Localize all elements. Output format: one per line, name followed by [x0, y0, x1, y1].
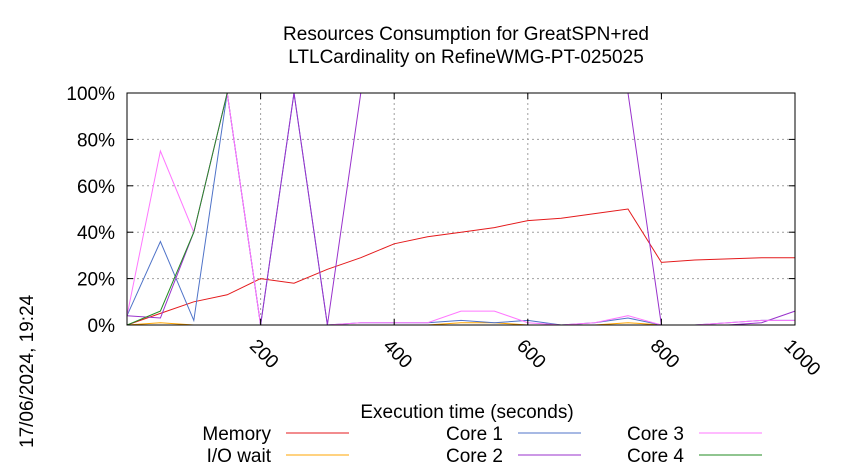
- y-tick-label: 0%: [88, 316, 116, 337]
- y-tick-label: 100%: [66, 84, 115, 105]
- legend-label-core-4: Core 4: [627, 446, 684, 467]
- y-tick-label: 40%: [77, 223, 115, 244]
- legend-label-core-1: Core 1: [446, 424, 503, 445]
- y-tick-label: 60%: [77, 177, 115, 198]
- y-axis-ticks: 0% 20% 40% 60% 80% 100%: [66, 84, 795, 337]
- x-axis-ticks: 200 400 600 800 1000: [245, 93, 824, 380]
- x-tick-label: 400: [379, 336, 416, 373]
- x-tick-label: 800: [646, 336, 683, 373]
- chart-subtitle: LTLCardinality on RefineWMG-PT-025025: [288, 47, 644, 68]
- series-lines: [126, 92, 796, 326]
- chart-title: Resources Consumption for GreatSPN+red: [283, 24, 649, 45]
- series-line-core-4: [126, 92, 795, 326]
- legend-label-memory: Memory: [202, 424, 271, 445]
- series-line-core-2: [126, 92, 796, 326]
- legend-label-io-wait: I/O wait: [207, 446, 272, 467]
- y-tick-label: 80%: [77, 130, 115, 151]
- y-tick-label: 20%: [77, 270, 115, 291]
- plot-frame: [126, 92, 796, 326]
- series-line-core-3: [126, 92, 795, 326]
- timestamp-label: 17/06/2024, 19:24: [17, 294, 38, 448]
- grid: [127, 93, 795, 325]
- x-tick-label: 600: [512, 336, 549, 373]
- series-line-memory: [126, 208, 795, 326]
- legend-label-core-3: Core 3: [627, 424, 684, 445]
- x-axis-label: Execution time (seconds): [360, 402, 573, 423]
- legend-label-core-2: Core 2: [446, 446, 503, 467]
- series-line-core-1: [126, 92, 795, 326]
- x-tick-label: 200: [245, 336, 282, 373]
- x-tick-label: 1000: [779, 336, 824, 381]
